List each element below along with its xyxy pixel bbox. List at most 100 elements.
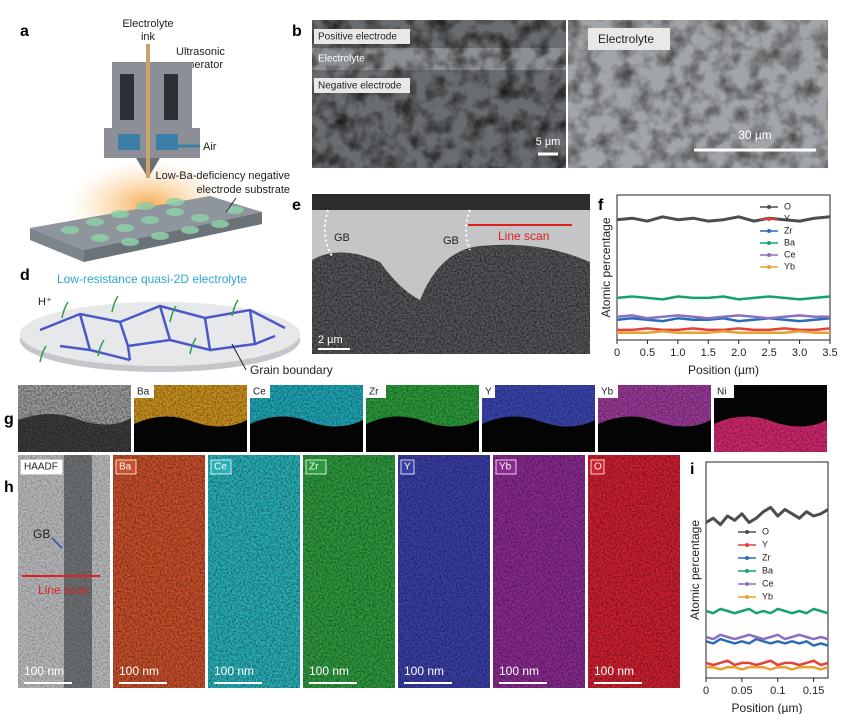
element-maps: Ba Ce Zr Y Yb Ni HAADF 100 nm Ba 100 nm Ce 100 nm Zr… [18,385,827,688]
shape [169,305,177,323]
map-label: O [594,462,602,473]
tag-box [495,459,517,475]
shape [111,295,119,313]
x-tick-label: 1.5 [701,347,716,359]
spots [61,198,244,246]
panel-label: d [20,267,30,284]
legend-label: Ce [784,249,796,259]
shape [211,220,229,228]
series-line [705,607,829,615]
grain-boundaries [39,304,286,362]
x-tick-label: 0 [614,347,620,359]
tag-box [210,459,232,475]
map-texture [113,455,205,688]
x-axis-label: Position (µm) [688,363,759,377]
legend-label: Ba [762,565,773,575]
tag-box [314,29,410,44]
leader [225,197,237,213]
legend-label: Zr [762,552,771,562]
panel-label: b [292,23,302,40]
shape [121,238,139,246]
subtitle: Low-resistance quasi-2D electrolyte [57,272,247,286]
legend-label: Y [762,539,768,549]
label: GB [334,232,350,244]
tag-box [598,385,618,398]
texture [18,385,131,452]
legend-marker [745,582,749,586]
label: Electrolyte [598,32,654,46]
proton-arrows [39,295,239,363]
map-label: Y [485,387,492,398]
tag-box [366,385,386,398]
label: Line scan [38,583,89,597]
legend-marker [767,205,771,209]
map-texture [398,455,490,688]
shape [166,198,184,206]
x-tick-label: 0 [703,685,709,697]
label: Positive electrode [318,32,397,43]
shape [116,224,134,232]
tag-box [482,385,495,398]
scale-label: 100 nm [309,664,349,678]
legend-label: O [784,201,791,211]
series-line [616,314,830,320]
tag-box [714,385,734,398]
scale-label: 100 nm [404,664,444,678]
shape [61,226,79,234]
legend-marker [745,569,749,573]
sem-texture [312,20,566,168]
plot-frame [616,194,831,341]
map-texture [208,455,300,688]
x-tick-label: 2.5 [761,347,776,359]
electrolyte-disc-top [20,302,300,366]
label: Electrolyte [122,18,173,30]
map-texture [482,385,595,452]
scale-label: 30 µm [738,128,772,142]
label: H⁺ [38,296,52,308]
label: Low-Ba-deficiency negative [155,170,290,182]
x-axis-label: Position (µm) [732,701,803,714]
panel-e: e GB GB Line scan 2 µm [292,194,590,354]
scale-label: 100 nm [499,664,539,678]
series-line [705,659,829,667]
shape [39,345,47,363]
legend-label: O [762,526,769,536]
panel-label: g [4,411,14,428]
panel-label: h [4,479,14,496]
tag-box [20,459,63,475]
shape [86,218,104,226]
air-channel [118,134,178,150]
map-label: Ce [253,387,266,398]
label: GB [33,527,50,541]
legend-marker [745,595,749,599]
map-label: Zr [309,462,319,473]
series-line [617,330,830,335]
x-tick-label: 0.1 [770,685,785,697]
legend-label: Yb [762,591,773,601]
shape [189,337,197,355]
panel-d: d Low-resistance quasi-2D electrolyte H⁺… [20,267,333,377]
shape [97,339,105,357]
label: ink [141,31,156,43]
map-label: Yb [601,387,614,398]
tag-box [134,385,154,398]
map-texture [588,455,680,688]
shape [231,299,239,317]
map-label: HAADF [24,462,58,473]
legend-marker [767,217,771,221]
label: Air [203,141,217,153]
shape [91,234,109,242]
panel-label: f [598,197,604,214]
shape [226,206,244,214]
series-line [616,317,831,323]
tag-box [305,459,327,475]
shape [166,208,184,216]
scale-label: 5 µm [536,136,561,148]
legend-label: Yb [784,261,795,271]
series-line [705,637,829,647]
series-line [705,505,829,527]
legend-label: Ce [762,578,774,588]
label: Grain boundary [250,363,333,377]
map-texture [18,455,110,688]
